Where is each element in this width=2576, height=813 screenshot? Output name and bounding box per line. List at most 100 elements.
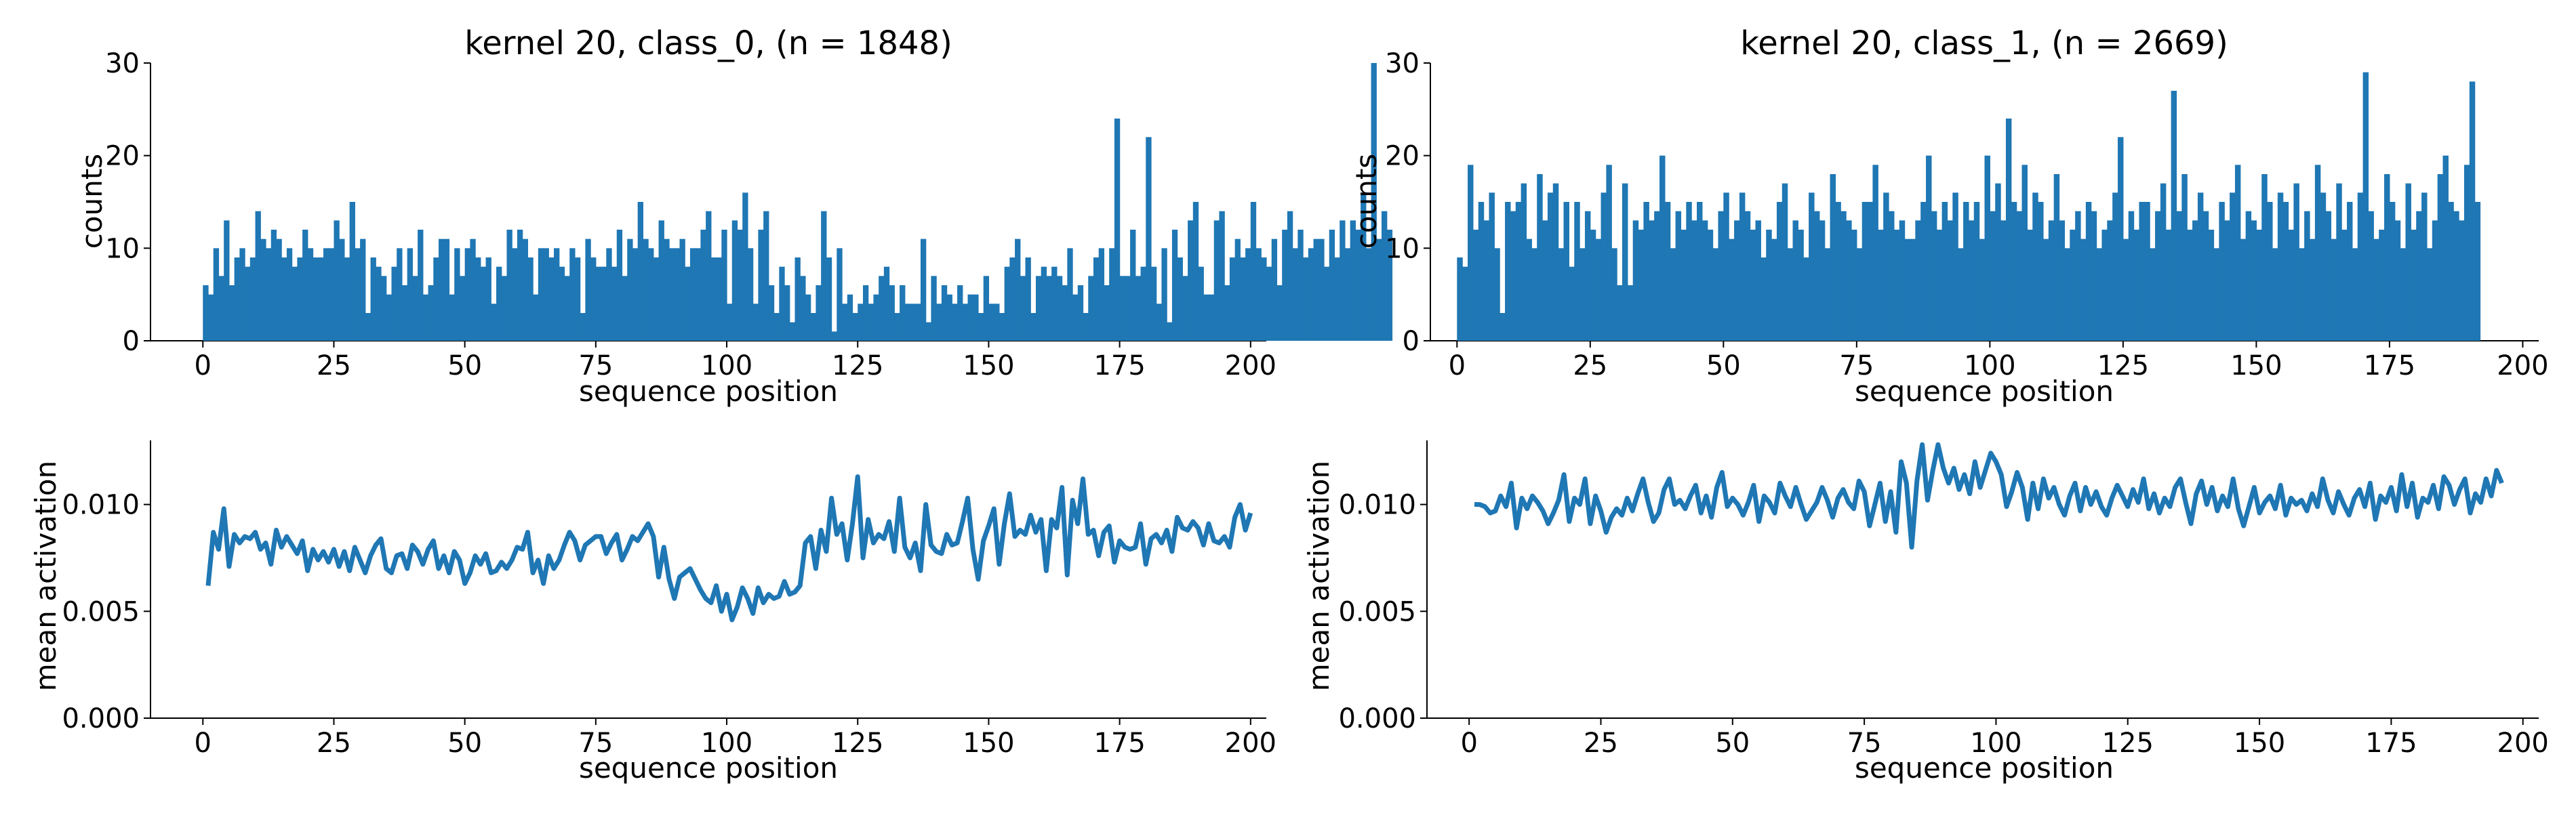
histogram-class1-bar (1723, 192, 1729, 341)
histogram-class0-bar (439, 238, 445, 341)
histogram-class1-bar (2085, 202, 2092, 341)
histogram-class0-bar (260, 238, 266, 341)
histogram-class0-bar (999, 313, 1005, 341)
activation-class1-x-tick-label: 25 (1584, 728, 1618, 759)
histogram-class0-bar (1009, 257, 1015, 341)
histogram-class1-bar (2005, 119, 2012, 341)
histogram-class0-bar (517, 230, 523, 341)
histogram-class1-bar (2368, 211, 2374, 341)
histogram-class0-bar (291, 266, 298, 341)
histogram-class1-bar (2373, 238, 2379, 341)
histogram-class0-bar (512, 248, 518, 341)
histogram-class0-bar (784, 285, 790, 341)
histogram-class0-bar (1098, 248, 1105, 341)
histogram-class1-bar (2453, 211, 2459, 341)
histogram-class1-bar (1830, 174, 1836, 341)
activation-class1-ylabel: mean activation (1302, 461, 1335, 691)
histogram-class1-ylabel: counts (1350, 154, 1383, 249)
histogram-class1-bar (2208, 230, 2215, 341)
histogram-class0-bar (700, 230, 706, 341)
histogram-class1-bar (1824, 248, 1831, 341)
histogram-class0-bar (1350, 220, 1356, 341)
histogram-class0-bar (412, 276, 418, 341)
histogram-class0-bar (376, 266, 382, 341)
histogram-class1-bar (2437, 174, 2444, 341)
histogram-class0-bar (936, 304, 942, 341)
histogram-class1-bar (2224, 220, 2230, 341)
histogram-class1-bar (1883, 192, 1889, 341)
histogram-class1-bar (2442, 155, 2449, 341)
histogram-class0-x-tick-label: 125 (832, 350, 883, 381)
histogram-class0-bar (1334, 257, 1340, 341)
histogram-class0-bar (952, 304, 958, 341)
histogram-class1-bar (2341, 230, 2348, 341)
histogram-class0-bar (946, 294, 952, 341)
histogram-class1-bar (2389, 202, 2396, 341)
histogram-class0-bar (234, 257, 240, 341)
histogram-class1-bar (2405, 183, 2411, 341)
histogram-class0-bar (1382, 211, 1388, 341)
histogram-class0-bar (1282, 230, 1288, 341)
histogram-class0-bar (983, 276, 990, 341)
histogram-class0-bar (485, 257, 491, 341)
histogram-class0-bar (307, 248, 314, 341)
histogram-class1-bar (2197, 192, 2204, 341)
histogram-class0-bar (239, 248, 245, 341)
activation-class1-series-line (1474, 442, 2504, 550)
histogram-class0-bar (1208, 294, 1215, 341)
histogram-class1-bar (1803, 257, 1809, 341)
histogram-class1-bar (2219, 202, 2225, 341)
histogram-class0-bar (1324, 266, 1330, 341)
histogram-class1-bar (1851, 230, 1857, 341)
histogram-class1-bar (2053, 174, 2060, 341)
histogram-class0-x-tick-label: 150 (963, 350, 1014, 381)
histogram-class1-bar (1899, 220, 1906, 341)
activation-class1-x-tick-label: 175 (2365, 728, 2417, 759)
histogram-class1-bar (1601, 192, 1607, 341)
histogram-class0-bar (1072, 294, 1079, 341)
histogram-class0-bar (522, 238, 528, 341)
histogram-class0-bar (548, 257, 555, 341)
histogram-class0-bar (527, 257, 534, 341)
histogram-class1-bar (1457, 257, 1463, 341)
histogram-class0-bar (967, 294, 973, 341)
histogram-class1-bar (1569, 266, 1575, 341)
histogram-class0-bar (1035, 276, 1042, 341)
histogram-class0-bar (1371, 63, 1377, 341)
histogram-class0-bar (616, 230, 623, 341)
histogram-class0-bar (962, 304, 969, 341)
histogram-class0-bar (1192, 202, 1199, 341)
histogram-class0-bar (1188, 220, 1194, 341)
histogram-class1-bar (1483, 220, 1490, 341)
histogram-class1-bar (2021, 165, 2028, 341)
histogram-class0-bar (1219, 211, 1225, 341)
histogram-class0-panel: kernel 20, class_0, (n = 1848) counts se… (75, 24, 1393, 408)
histogram-class1-bar (2059, 220, 2066, 341)
histogram-class0-bar (973, 294, 979, 341)
histogram-class1-bar (1468, 165, 1474, 341)
activation-class1-x-tick-label: 0 (1460, 728, 1477, 759)
activation-class1-x-tick-label: 200 (2497, 728, 2549, 759)
histogram-class0-bar (286, 248, 293, 341)
histogram-class0-bar (1025, 257, 1031, 341)
histogram-class0-bar (994, 304, 1000, 341)
activation-class1-panel: mean activation sequence position 0 25 50 7… (1302, 440, 2549, 785)
histogram-class0-bar (281, 257, 287, 341)
histogram-class0-bar (873, 294, 879, 341)
histogram-class1-bar (1990, 211, 1996, 341)
histogram-class0-bar (1114, 119, 1121, 341)
histogram-class1-bar (1718, 211, 1724, 341)
activation-class0-x-tick-label: 0 (195, 728, 212, 759)
histogram-class1-bar (1574, 202, 1580, 341)
histogram-class0-bar (213, 248, 220, 341)
histogram-class1-bar (2234, 165, 2241, 341)
histogram-class1-panel: kernel 20, class_1, (n = 2669) counts se… (1350, 24, 2549, 408)
histogram-class1-title: kernel 20, class_1, (n = 2669) (1740, 24, 2228, 62)
histogram-class0-bar (1077, 285, 1084, 341)
histogram-class0-bar (1271, 238, 1278, 341)
histogram-class1-bar (2150, 248, 2156, 341)
histogram-class0-bar (1088, 276, 1094, 341)
histogram-class0-bar (224, 220, 230, 341)
histogram-class0-bar (1287, 211, 1293, 341)
histogram-class0-bar (208, 294, 214, 341)
